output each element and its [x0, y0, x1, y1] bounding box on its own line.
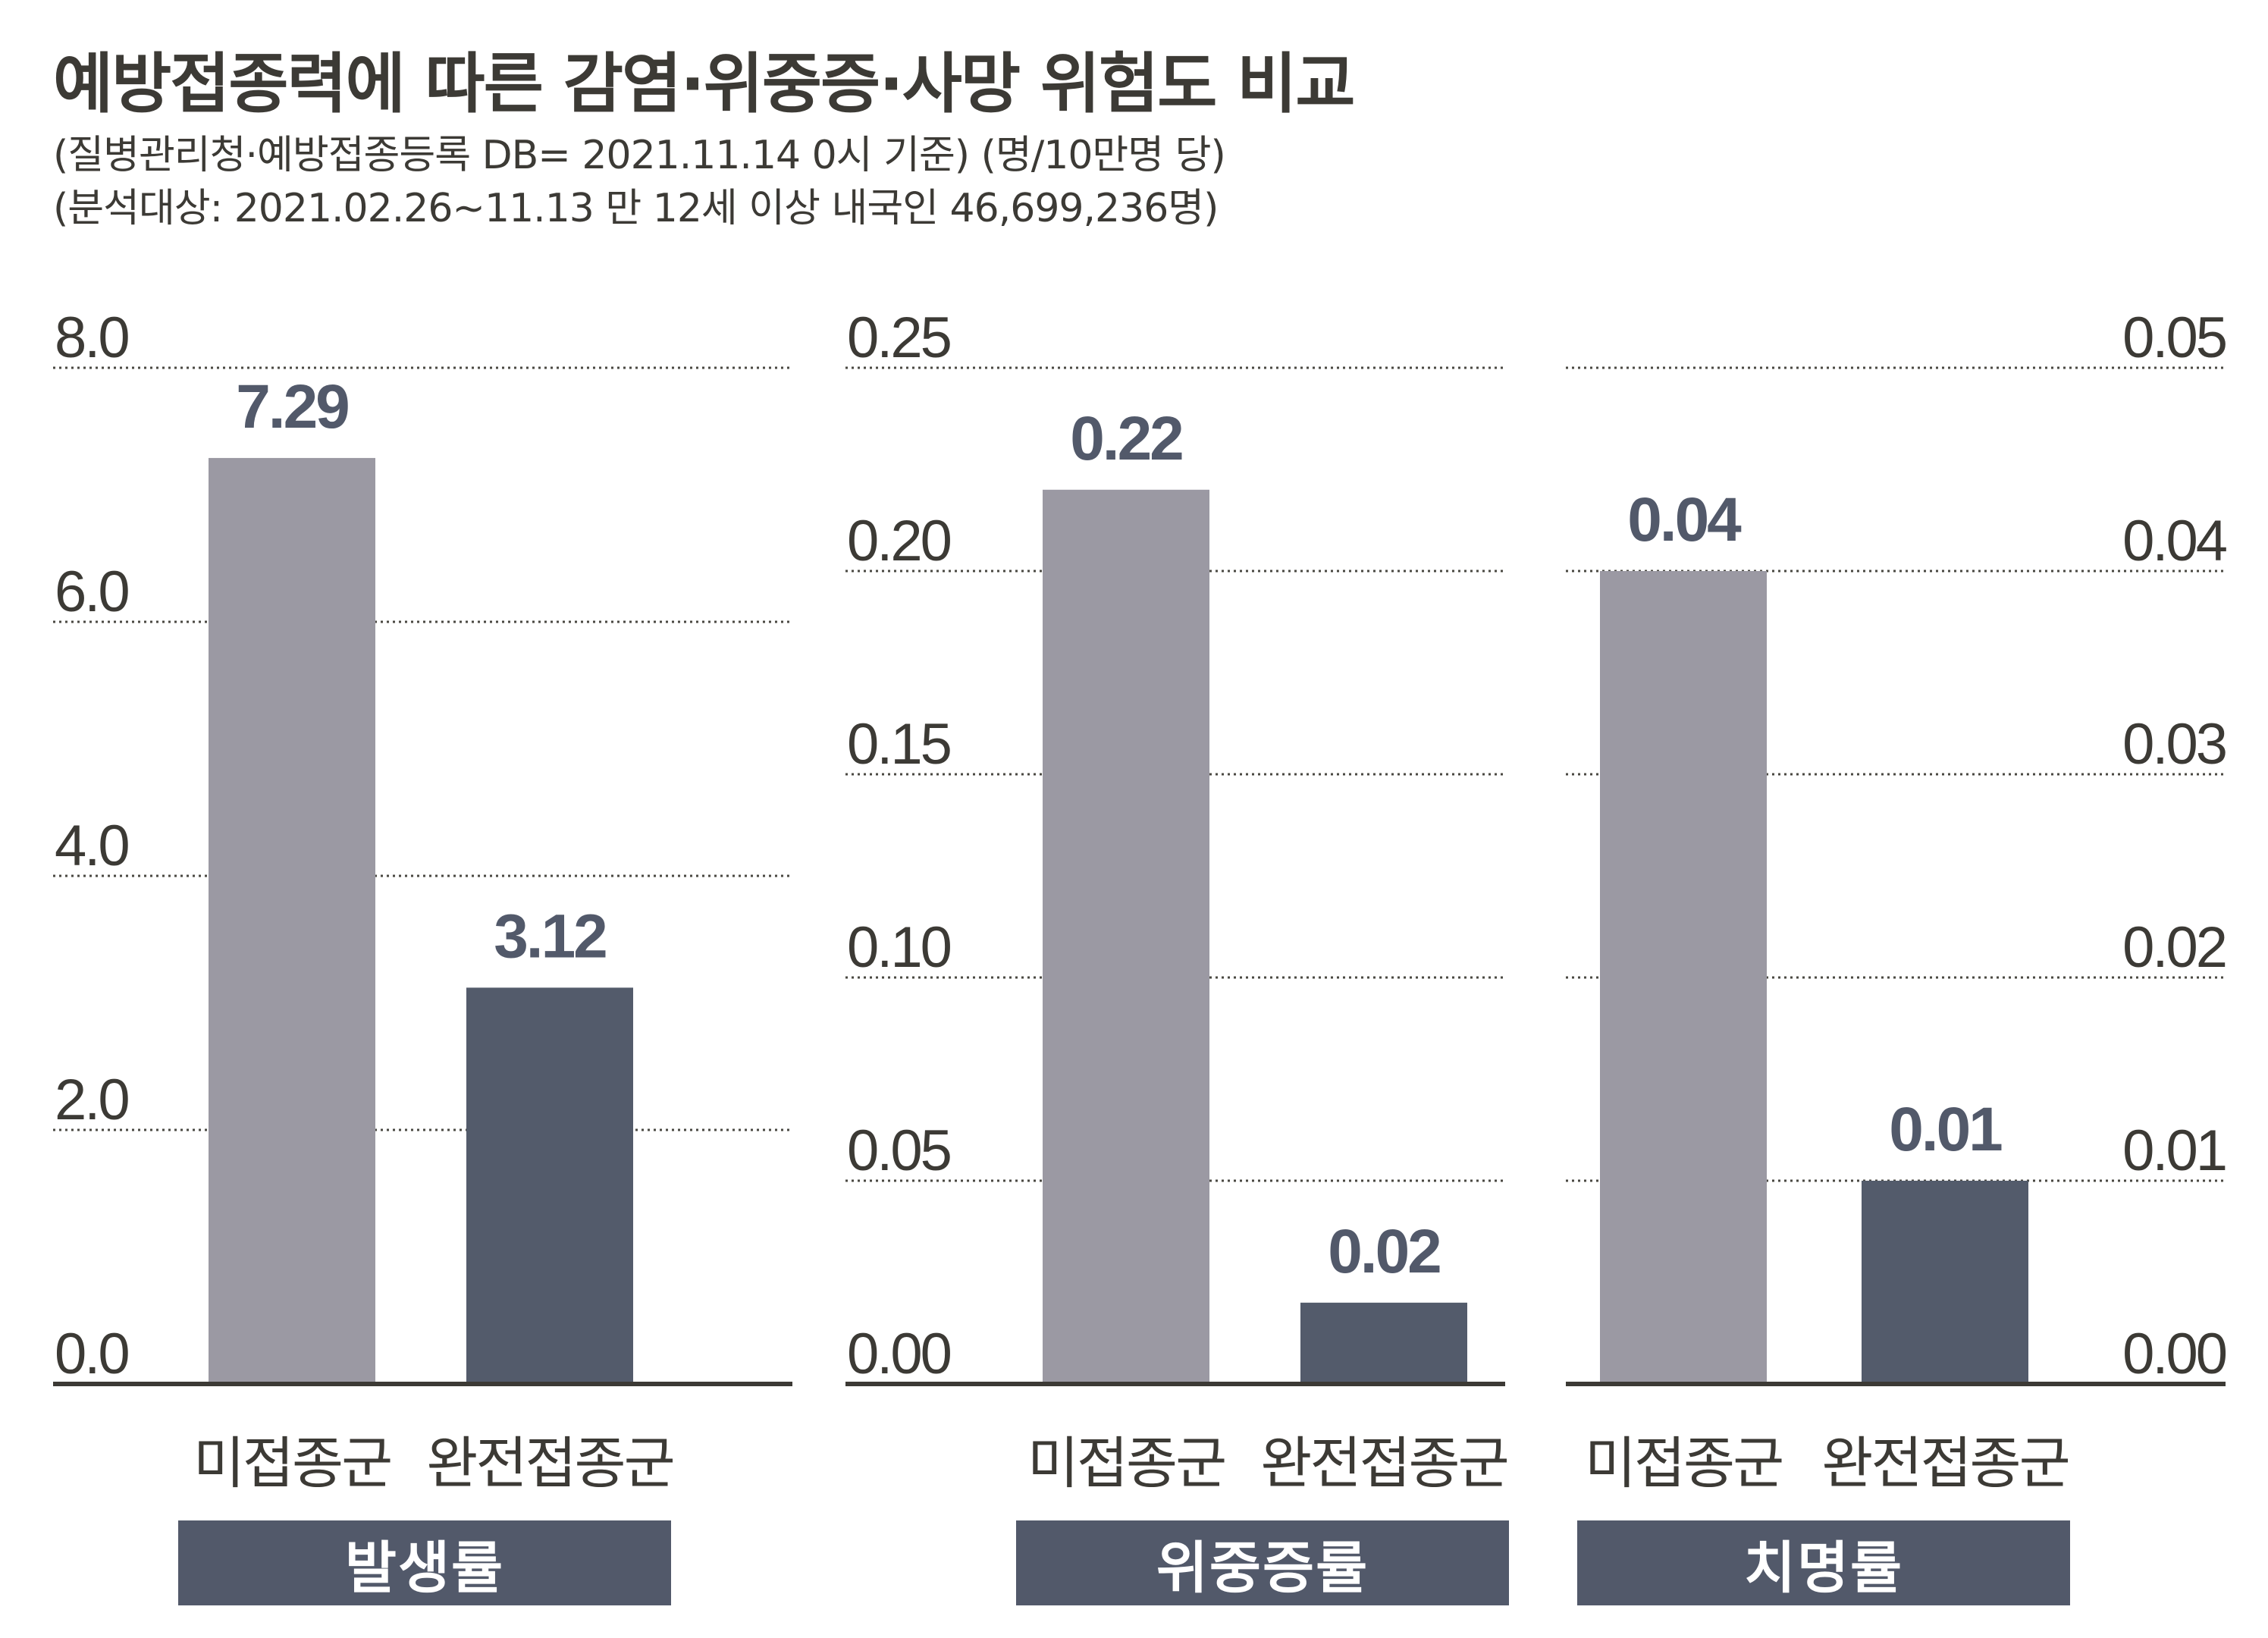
bar-value-label: 0.22	[1070, 404, 1182, 473]
panel-title-badge: 치명률	[1577, 1520, 2070, 1605]
panel-title-badge: 발생률	[178, 1520, 671, 1605]
y-tick-label: 0.20	[847, 509, 951, 573]
category-label-unvaccinated: 미접종군	[1027, 1431, 1227, 1496]
bar-unvaccinated	[209, 457, 375, 1384]
y-tick-label: 0.10	[847, 915, 951, 980]
y-tick-label: 0.00	[2122, 1322, 2226, 1386]
category-label-vaccinated: 완전접종군	[426, 1431, 675, 1496]
y-tick-label: 0.05	[847, 1119, 951, 1183]
bar-unvaccinated	[1043, 489, 1209, 1384]
bar-value-label: 0.02	[1328, 1217, 1440, 1286]
category-label-vaccinated: 완전접종군	[1260, 1431, 1509, 1496]
panel-title-badge: 위중증률	[1016, 1520, 1509, 1605]
chart-subtitle-scope: (분석대상: 2021.02.26~11.13 만 12세 이상 내국인 46,…	[53, 186, 1219, 231]
bar-unvaccinated	[1600, 571, 1767, 1384]
y-tick-label: 0.0	[55, 1322, 128, 1386]
y-tick-label: 0.04	[2122, 509, 2227, 573]
y-tick-label: 0.15	[847, 712, 951, 777]
bar-value-label: 3.12	[494, 902, 606, 971]
bar-vaccinated	[1862, 1181, 2028, 1384]
y-tick-label: 0.05	[2122, 306, 2226, 370]
y-tick-label: 4.0	[55, 814, 128, 878]
y-tick-label: 8.0	[55, 306, 128, 370]
chart-subtitle-source: (질병관리청·예방접종등록 DB= 2021.11.14 0시 기준) (명/1…	[53, 133, 1226, 178]
y-tick-label: 2.0	[55, 1068, 128, 1132]
bar-value-label: 7.29	[236, 372, 348, 441]
chart-incidence: 0.0 2.0 4.0 6.0 8.0 7.29 3.12	[53, 306, 792, 1386]
bar-vaccinated	[466, 987, 633, 1384]
category-label-unvaccinated: 미접종군	[193, 1431, 393, 1496]
y-tick-label: 0.01	[2122, 1119, 2226, 1183]
y-tick-label: 0.00	[847, 1322, 951, 1386]
y-tick-label: 0.02	[2122, 915, 2226, 980]
y-tick-label: 6.0	[55, 560, 128, 624]
category-label-unvaccinated: 미접종군	[1584, 1431, 1784, 1496]
chart-title: 예방접종력에 따른 감염·위중증·사망 위험도 비교	[53, 46, 1356, 122]
bar-value-label: 0.04	[1627, 485, 1742, 554]
bar-value-label: 0.01	[1889, 1095, 2002, 1164]
category-label-vaccinated: 완전접종군	[1821, 1431, 2070, 1496]
y-tick-label: 0.03	[2122, 712, 2226, 777]
chart-fatality: 0.00 0.01 0.02 0.03 0.04 0.05 0.04 0.01	[1566, 306, 2229, 1386]
chart-severe: 0.00 0.05 0.10 0.15 0.20 0.25 0.22 0.02	[845, 306, 1505, 1386]
bar-vaccinated	[1300, 1302, 1467, 1384]
y-tick-label: 0.25	[847, 306, 951, 370]
